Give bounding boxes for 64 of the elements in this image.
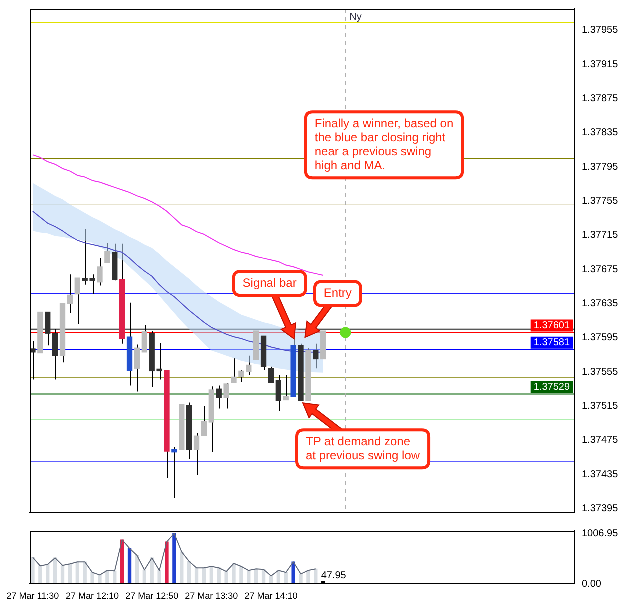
y-tick-label: 1.37675 — [582, 264, 619, 276]
candlestick — [67, 274, 74, 314]
candlestick — [283, 374, 289, 401]
y-tick-label: 1.37915 — [582, 59, 619, 70]
bar — [98, 574, 102, 584]
bar — [31, 557, 35, 584]
y-tick-label: 1.37595 — [582, 332, 619, 344]
y-tick-label: 1.37635 — [582, 298, 619, 310]
bar — [299, 574, 303, 584]
annotation: Signal bar — [242, 276, 297, 290]
ref-line-label: 1.37529 — [534, 382, 570, 394]
annotation: Finally a winner, based on the blue bar closing right near a previous swing high and MA. — [314, 116, 454, 172]
y-tick-label: 1.37715 — [582, 230, 619, 242]
bar — [306, 570, 310, 584]
bar — [106, 570, 110, 584]
y-tick-label: 1.37955 — [582, 25, 619, 36]
y-tick-label: 1006.95 — [582, 528, 619, 540]
y-tick-label: 1.37515 — [582, 400, 619, 412]
ref-line-label: 1.37601 — [534, 320, 570, 332]
bar — [158, 570, 162, 584]
bar — [180, 552, 184, 584]
candlestick — [134, 344, 140, 392]
y-tick-label: 1.37755 — [582, 196, 619, 207]
bar — [232, 563, 236, 584]
y-tick-label: 1.37435 — [582, 469, 619, 480]
x-tick-label: 27 Mar 12:50 — [126, 591, 179, 602]
bar — [90, 572, 94, 584]
bar — [172, 533, 176, 584]
y-tick-label: 1.37475 — [582, 435, 619, 446]
x-tick-label: 27 Mar 13:30 — [185, 591, 238, 602]
ref-line-label: Ny — [350, 12, 362, 23]
candlestick — [52, 328, 58, 380]
bar — [128, 548, 132, 584]
bar — [165, 542, 169, 584]
y-tick-label: 1.37395 — [582, 503, 619, 514]
candlestick — [172, 446, 178, 499]
annotation: TP at demand zone at previous swing low — [306, 434, 420, 462]
bar — [240, 566, 244, 584]
x-tick-label: 27 Mar 12:10 — [66, 591, 120, 602]
candlestick — [216, 385, 222, 410]
candlestick — [97, 258, 103, 286]
y-tick-label: 1.37555 — [582, 366, 619, 378]
candlestick — [276, 374, 282, 412]
candlestick — [104, 242, 110, 264]
ref-line-label: 1.37581 — [534, 338, 570, 349]
data-label: 47.95 — [321, 570, 347, 582]
candlestick — [201, 406, 208, 437]
y-tick-label: 1.37875 — [582, 93, 619, 104]
candlestick — [142, 324, 148, 353]
x-tick-label: 27 Mar 14:10 — [244, 591, 298, 602]
annotation: Entry — [324, 286, 352, 300]
x-tick-label: 27 Mar 11:30 — [6, 591, 60, 602]
bar — [38, 566, 42, 584]
candlestick — [268, 366, 274, 384]
bar — [224, 571, 228, 584]
candlestick — [45, 312, 51, 346]
candlestick — [224, 382, 230, 410]
y-tick-label: 1.37835 — [582, 128, 619, 139]
candlestick — [194, 433, 200, 476]
bar — [292, 562, 296, 584]
candlestick — [74, 278, 80, 325]
y-tick-label: 1.37795 — [582, 162, 619, 173]
y-tick-label: 0.00 — [582, 578, 602, 590]
candlestick — [313, 343, 319, 370]
